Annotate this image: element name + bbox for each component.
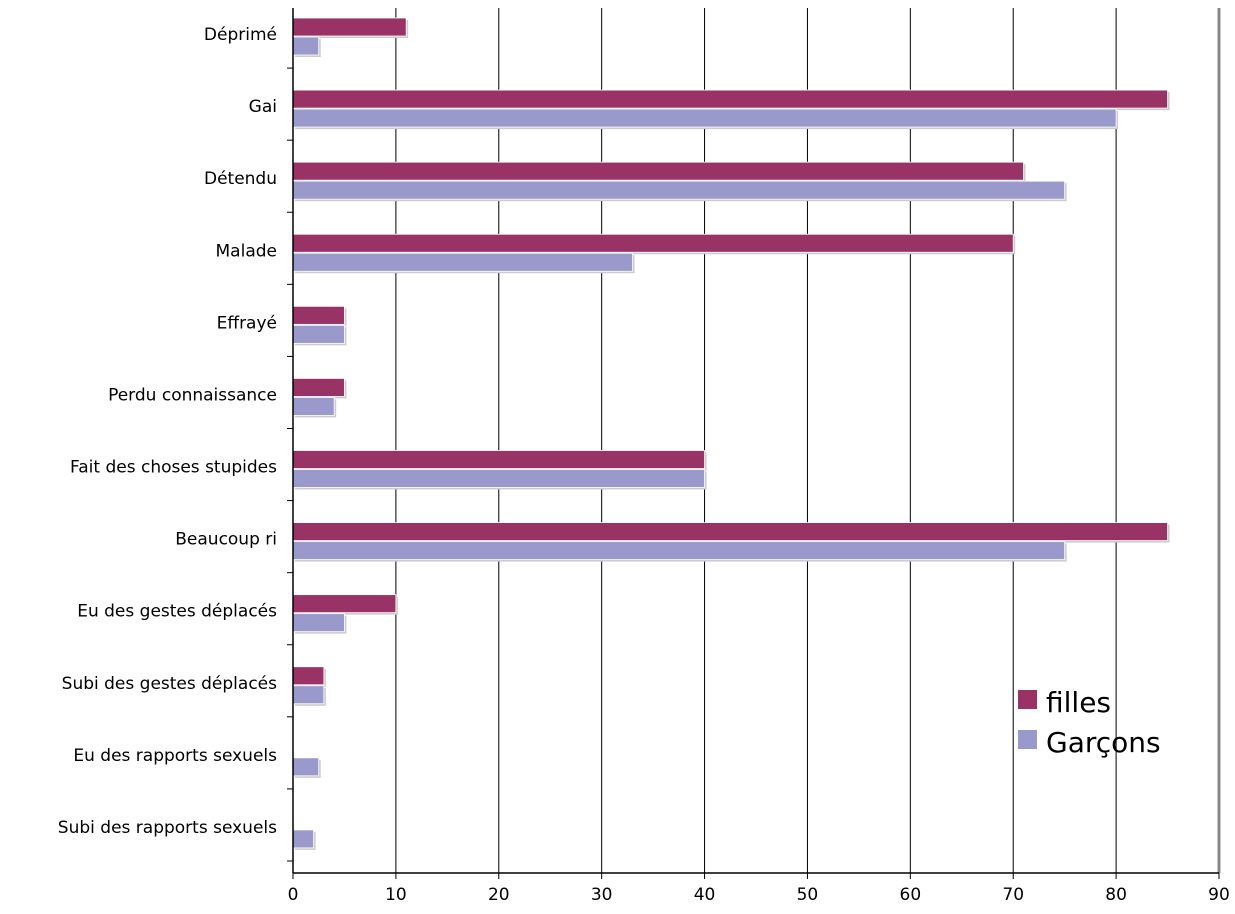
legend-swatch-garçons xyxy=(1018,730,1037,749)
category-label: Effrayé xyxy=(217,313,277,333)
x-tick-label: 20 xyxy=(488,885,510,905)
bar-filles xyxy=(292,450,705,469)
bar-garçons xyxy=(292,685,325,705)
bar-garçons xyxy=(292,397,335,416)
x-tick-label: 70 xyxy=(1002,885,1024,905)
bar-filles xyxy=(292,89,1168,109)
bar-garçons xyxy=(292,324,345,344)
category-label: Malade xyxy=(216,241,277,261)
category-label: Détendu xyxy=(204,169,277,189)
x-tick-label: 30 xyxy=(591,885,613,905)
bar-garçons xyxy=(292,541,1066,560)
bars xyxy=(292,17,1170,850)
category-labels: Déprimé Gai Détendu Malade Effrayé Perdu conn… xyxy=(58,25,277,838)
category-label: Fait des choses stupides xyxy=(70,458,277,478)
x-tick-label: 90 xyxy=(1208,885,1230,905)
category-label: Subi des gestes déplacés xyxy=(62,674,277,694)
legend: filles Garçons xyxy=(1018,686,1161,759)
legend-swatch-filles xyxy=(1018,690,1037,709)
bar-garçons xyxy=(292,613,345,633)
bar-filles xyxy=(292,522,1168,541)
grid-lines xyxy=(395,8,1221,873)
bar-garçons xyxy=(292,180,1066,200)
x-tick-label: 80 xyxy=(1105,885,1127,905)
bar-garçons xyxy=(292,108,1117,128)
bar-garçons xyxy=(292,469,705,488)
legend-label: Garçons xyxy=(1046,726,1161,759)
x-tick-label: 10 xyxy=(385,885,407,905)
bar-filles xyxy=(292,378,345,397)
tick-labels: 0 10 20 30 40 50 60 70 80 90 xyxy=(288,885,1230,905)
bar-garçons xyxy=(292,829,314,849)
bar-garçons xyxy=(292,36,320,56)
axes xyxy=(287,8,1220,879)
bar-filles xyxy=(292,594,397,614)
category-label: Gai xyxy=(249,97,277,117)
category-label: Perdu connaissance xyxy=(108,385,277,405)
bar-filles xyxy=(292,305,345,325)
bar-garçons xyxy=(292,757,320,777)
bar-filles xyxy=(292,233,1014,253)
legend-label: filles xyxy=(1046,686,1111,719)
x-tick-label: 0 xyxy=(288,885,299,905)
bar-filles xyxy=(292,161,1024,181)
bar-filles xyxy=(292,666,325,686)
bar-garçons xyxy=(292,252,633,272)
category-label: Déprimé xyxy=(204,25,277,45)
bar-filles xyxy=(292,17,407,37)
category-label: Eu des gestes déplacés xyxy=(77,602,277,622)
x-tick-label: 60 xyxy=(900,885,922,905)
x-tick-label: 40 xyxy=(694,885,716,905)
category-label: Beaucoup ri xyxy=(175,530,277,550)
category-label: Subi des rapports sexuels xyxy=(58,818,277,838)
x-tick-label: 50 xyxy=(797,885,819,905)
category-label: Eu des rapports sexuels xyxy=(73,746,277,766)
